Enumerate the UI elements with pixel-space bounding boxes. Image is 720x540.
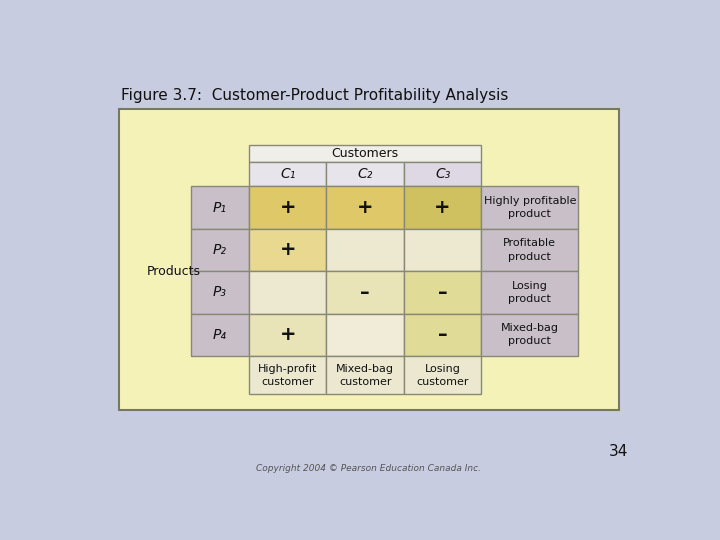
Text: +: +	[279, 240, 296, 260]
Bar	[191, 186, 249, 229]
Bar	[404, 229, 482, 271]
Bar	[326, 229, 404, 271]
Text: Copyright 2004 © Pearson Education Canada Inc.: Copyright 2004 © Pearson Education Canad…	[256, 464, 482, 473]
Bar	[249, 186, 326, 229]
Bar	[404, 186, 482, 229]
Text: Mixed-bag
product: Mixed-bag product	[501, 323, 559, 346]
Bar	[249, 356, 326, 394]
Text: P₃: P₃	[213, 285, 227, 299]
Bar	[404, 314, 482, 356]
Text: Profitable
product: Profitable product	[503, 238, 557, 261]
Bar	[249, 271, 326, 314]
Bar	[249, 314, 326, 356]
Bar	[249, 229, 326, 271]
Text: Customers: Customers	[332, 147, 399, 160]
Bar	[326, 162, 404, 186]
Bar	[120, 110, 618, 410]
Text: C₁: C₁	[280, 167, 295, 181]
Bar	[482, 271, 578, 314]
Text: Losing
customer: Losing customer	[416, 363, 469, 387]
Text: –: –	[438, 283, 447, 302]
Text: C₃: C₃	[435, 167, 450, 181]
Text: 34: 34	[609, 444, 629, 459]
Text: C₂: C₂	[357, 167, 373, 181]
Bar	[249, 145, 482, 162]
Bar	[191, 271, 249, 314]
Bar	[482, 229, 578, 271]
Bar	[191, 314, 249, 356]
Text: +: +	[279, 325, 296, 344]
Text: +: +	[434, 198, 451, 217]
Bar	[326, 356, 404, 394]
Bar	[404, 271, 482, 314]
Text: Products: Products	[147, 265, 201, 278]
Text: Highly profitable
product: Highly profitable product	[484, 196, 576, 219]
Text: P₄: P₄	[213, 328, 227, 342]
Bar	[404, 162, 482, 186]
Bar	[482, 186, 578, 229]
Text: +: +	[279, 198, 296, 217]
Bar	[482, 314, 578, 356]
Bar	[249, 162, 326, 186]
Text: High-profit
customer: High-profit customer	[258, 363, 318, 387]
Bar	[191, 229, 249, 271]
Text: –: –	[360, 283, 370, 302]
Text: +: +	[357, 198, 374, 217]
Text: –: –	[438, 325, 447, 344]
Text: P₁: P₁	[213, 201, 227, 214]
Text: Losing
product: Losing product	[508, 281, 552, 304]
Bar	[326, 186, 404, 229]
Bar	[326, 314, 404, 356]
Text: P₂: P₂	[213, 243, 227, 257]
Text: Mixed-bag
customer: Mixed-bag customer	[336, 363, 394, 387]
Bar	[404, 356, 482, 394]
Text: Figure 3.7:  Customer-Product Profitability Analysis: Figure 3.7: Customer-Product Profitabili…	[121, 88, 508, 103]
Bar	[326, 271, 404, 314]
